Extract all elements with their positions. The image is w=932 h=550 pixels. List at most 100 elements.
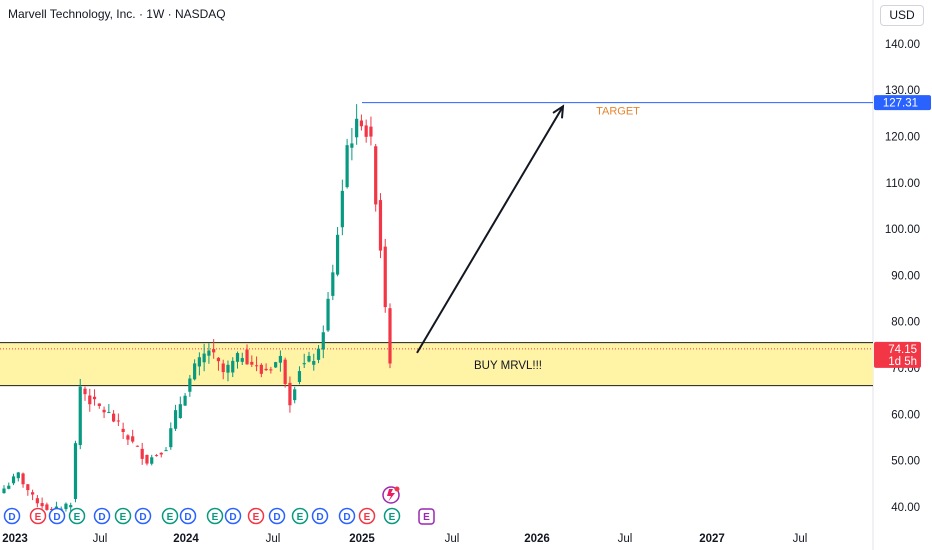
candle-body: [193, 363, 197, 380]
candle-body: [221, 363, 225, 373]
candle-body: [340, 190, 344, 228]
candle-body: [197, 357, 201, 367]
earnings-marker[interactable]: E: [161, 507, 179, 525]
x-tick-label: 2023: [2, 533, 28, 545]
candle-body: [235, 353, 240, 362]
target-price-badge[interactable]: 127.31: [874, 95, 931, 111]
target-line-group[interactable]: TARGET: [362, 102, 873, 118]
svg-text:D: D: [184, 512, 191, 523]
svg-text:E: E: [212, 512, 219, 523]
svg-text:E: E: [297, 512, 304, 523]
earnings-marker[interactable]: E: [114, 507, 132, 525]
candle-body: [183, 395, 187, 406]
candle-body: [107, 412, 111, 414]
svg-text:D: D: [273, 512, 280, 523]
x-tick-label: 2026: [524, 533, 550, 545]
candle-body: [73, 443, 78, 499]
buy-zone[interactable]: BUY MRVL!!!: [0, 342, 873, 387]
candle-body: [264, 368, 268, 371]
candle-body: [21, 473, 25, 485]
candle-body: [378, 200, 383, 251]
x-tick-label: 2025: [349, 533, 375, 545]
future-earnings-marker[interactable]: E: [418, 508, 435, 525]
dividend-marker[interactable]: D: [311, 507, 329, 525]
y-tick-label: 80.00: [891, 317, 920, 329]
candle-body: [202, 353, 206, 363]
earnings-marker[interactable]: E: [29, 507, 47, 525]
projection-arrow-line[interactable]: [416, 105, 564, 354]
svg-text:E: E: [364, 512, 371, 523]
earnings-marker[interactable]: E: [291, 507, 309, 525]
projection-arrow[interactable]: [416, 104, 565, 354]
candle-body: [178, 404, 182, 419]
y-tick-label: 90.00: [891, 270, 920, 282]
y-tick-label: 100.00: [885, 224, 920, 236]
svg-text:E: E: [253, 512, 260, 523]
candle-body: [212, 349, 216, 353]
svg-text:E: E: [423, 512, 430, 523]
dividend-marker[interactable]: D: [179, 507, 197, 525]
candle-body: [188, 378, 192, 392]
candle-body: [154, 455, 159, 457]
svg-text:D: D: [98, 512, 105, 523]
candle-body: [331, 272, 335, 296]
candle-body: [254, 365, 259, 367]
candle-body: [30, 492, 35, 495]
candle-body: [83, 388, 87, 395]
dividend-marker[interactable]: D: [224, 507, 242, 525]
svg-text:D: D: [229, 512, 236, 523]
candle-body: [355, 118, 359, 138]
candle-body: [150, 457, 154, 464]
projection-arrow-head: [552, 104, 565, 119]
dividend-marker[interactable]: D: [3, 507, 21, 525]
split-badge[interactable]: [382, 486, 400, 504]
candle-body: [326, 298, 330, 331]
chart-title: Marvell Technology, Inc. · 1W · NASDAQ: [8, 7, 226, 21]
candle-body: [11, 476, 16, 484]
earnings-marker[interactable]: E: [383, 507, 401, 525]
candle-body: [335, 234, 340, 275]
earnings-marker[interactable]: E: [358, 507, 376, 525]
split-dot-icon: [394, 486, 400, 492]
buy-zone-rect[interactable]: [0, 342, 873, 386]
candle-body: [7, 485, 11, 489]
current-price-badge[interactable]: 74.15 1d 5h: [874, 341, 921, 368]
candle-body: [140, 448, 144, 459]
earnings-marker[interactable]: E: [247, 507, 265, 525]
candle-body: [64, 503, 68, 510]
candle-body: [369, 126, 373, 137]
target-label: TARGET: [596, 106, 640, 118]
svg-text:D: D: [343, 512, 350, 523]
candle-body: [26, 484, 30, 491]
candle-body: [297, 371, 302, 382]
x-tick-label: Jul: [618, 533, 633, 545]
dividend-marker[interactable]: D: [268, 507, 286, 525]
candle-body: [250, 361, 254, 365]
x-tick-label: Jul: [93, 533, 108, 545]
candle-body: [278, 355, 282, 363]
svg-text:D: D: [53, 512, 60, 523]
candle-body: [245, 349, 249, 365]
svg-text:E: E: [35, 512, 42, 523]
y-tick-label: 140.00: [885, 39, 920, 51]
x-tick-label: 2027: [699, 533, 725, 545]
candle-body: [316, 348, 321, 360]
dividend-marker[interactable]: D: [48, 507, 66, 525]
earnings-marker[interactable]: E: [68, 507, 86, 525]
earnings-marker[interactable]: E: [206, 507, 224, 525]
svg-text:D: D: [139, 512, 146, 523]
candle-body: [259, 364, 263, 374]
y-tick-label: 110.00: [886, 178, 920, 190]
currency-button[interactable]: USD: [880, 5, 924, 26]
candle-body: [135, 445, 140, 447]
dividend-marker[interactable]: D: [134, 507, 152, 525]
price-badges: 127.31 74.15 1d 5h: [874, 95, 931, 368]
candle-body: [40, 503, 44, 507]
dividend-marker[interactable]: D: [338, 507, 356, 525]
dividend-marker[interactable]: D: [93, 507, 111, 525]
candle-body: [92, 396, 97, 400]
candle-body: [388, 308, 392, 364]
svg-text:E: E: [120, 512, 127, 523]
